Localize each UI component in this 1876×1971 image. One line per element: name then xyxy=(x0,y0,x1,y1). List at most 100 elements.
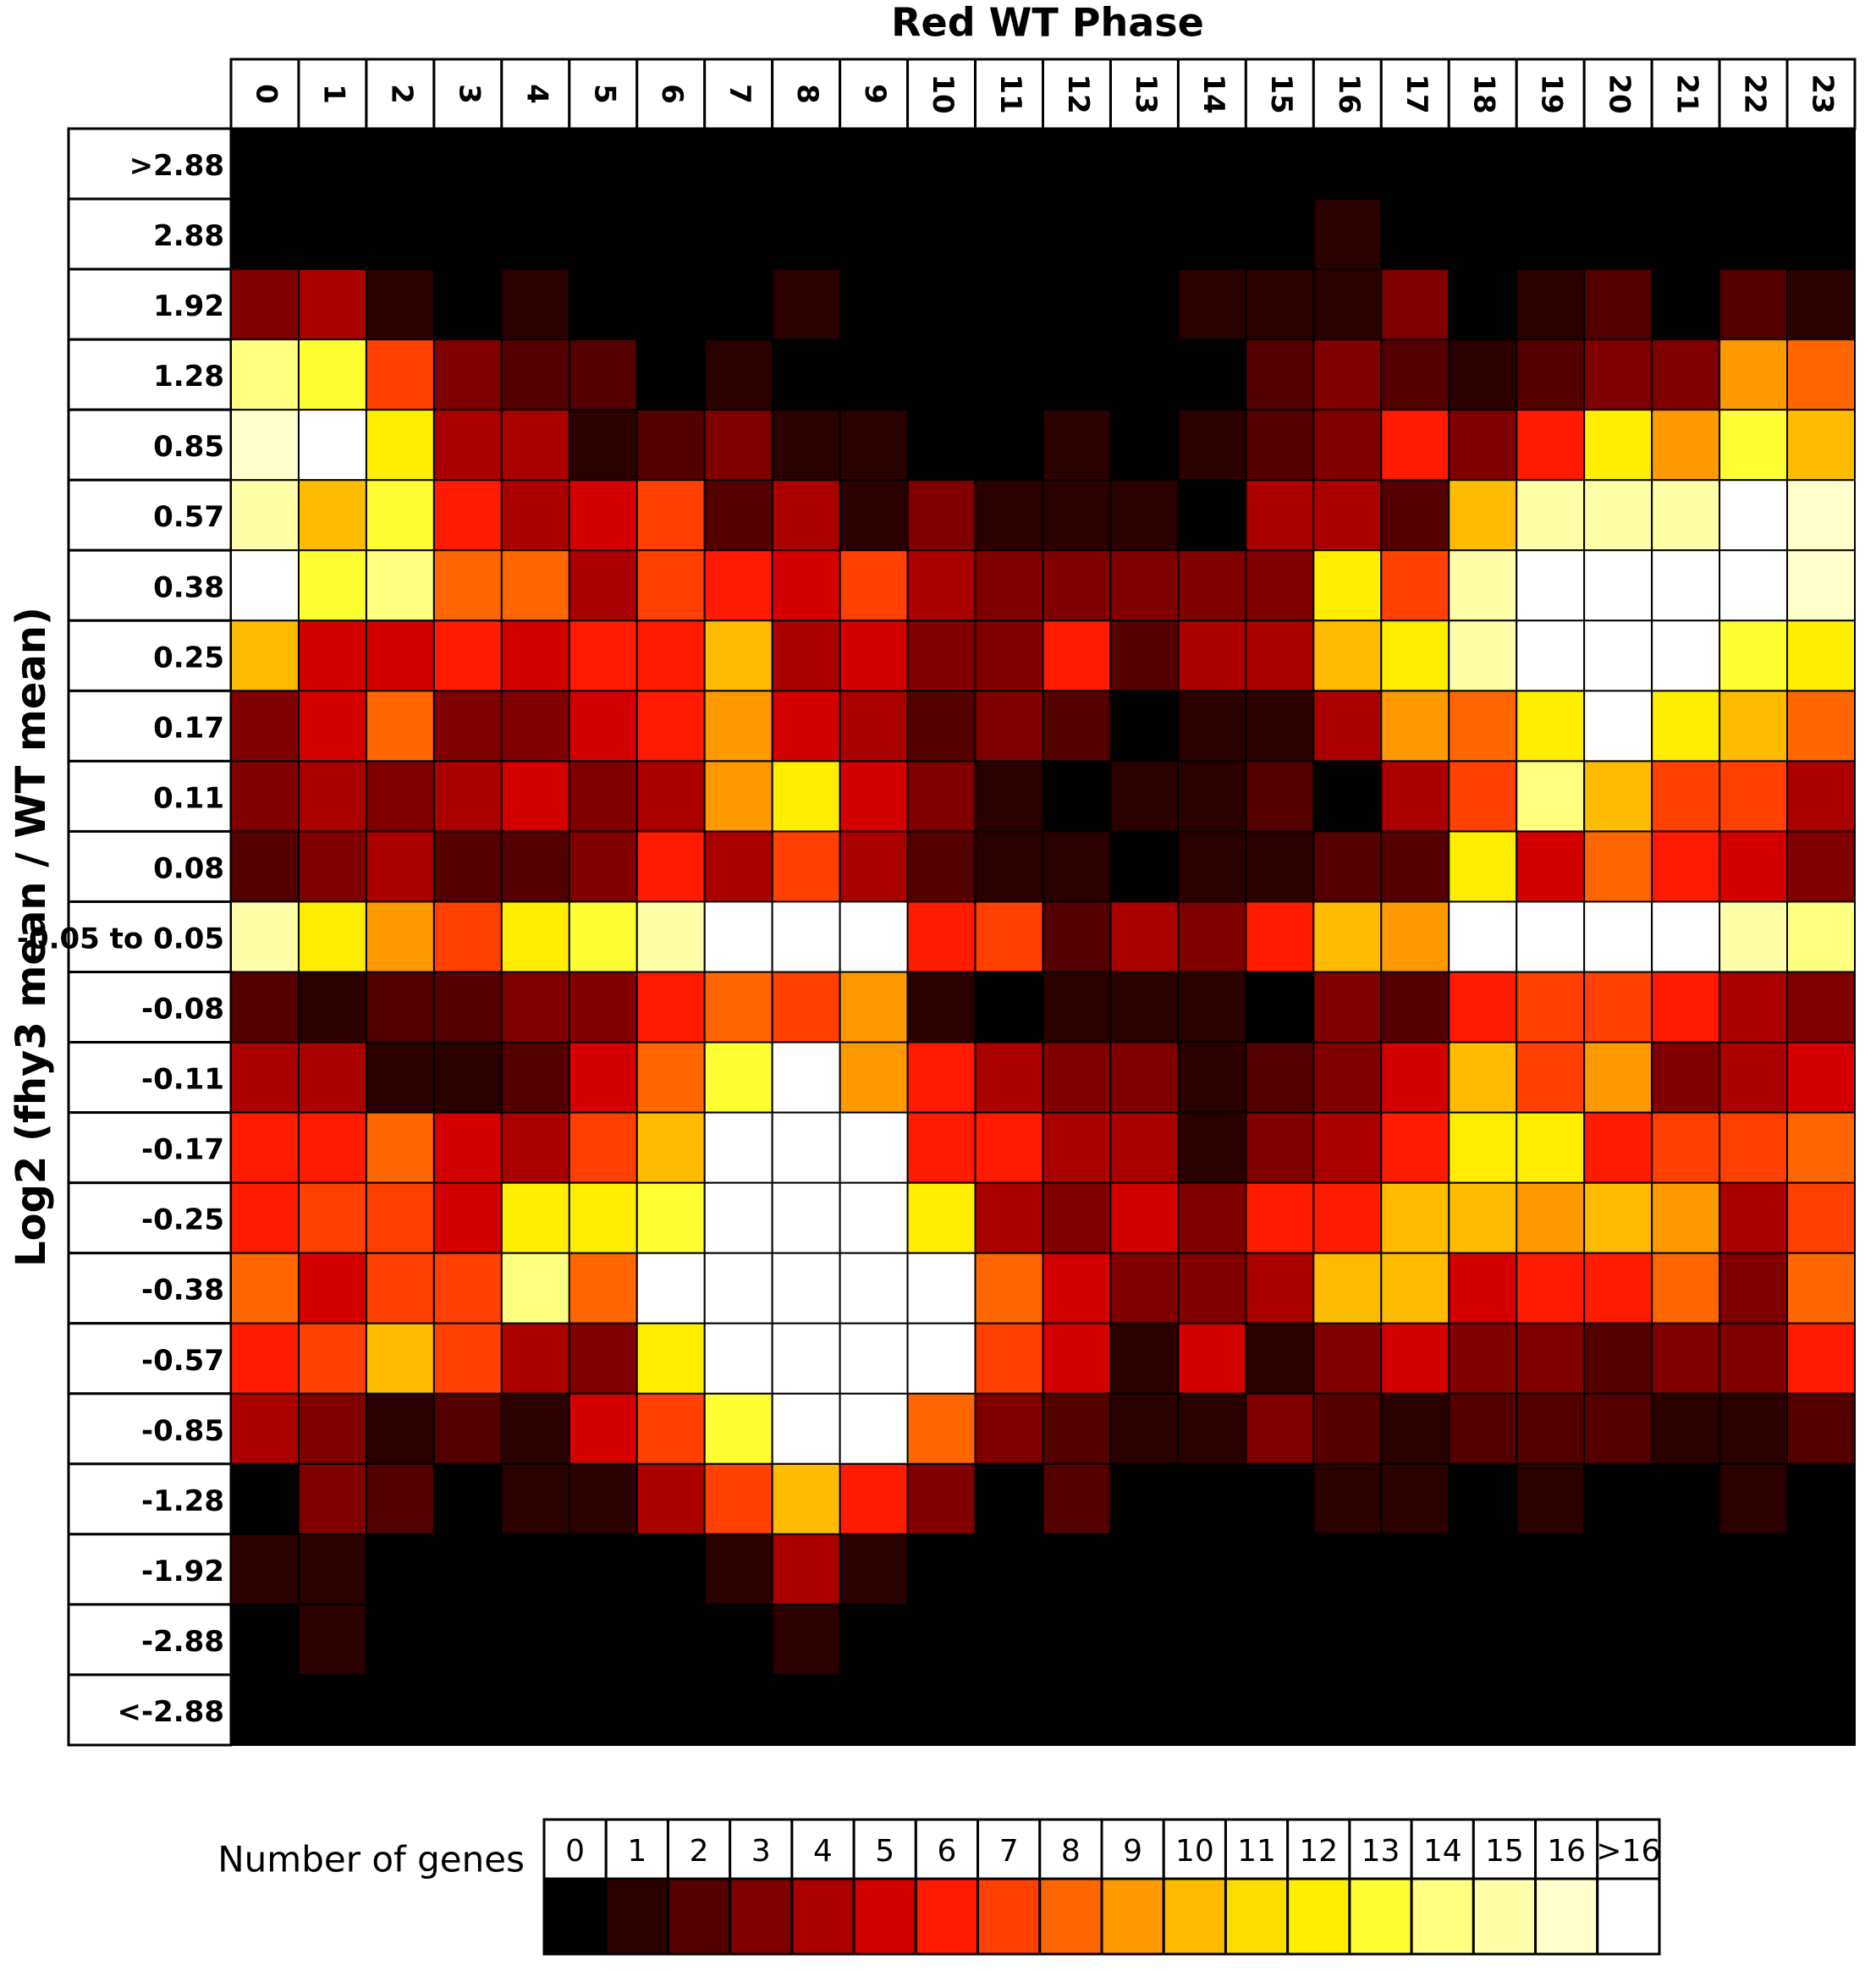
row-header-cell xyxy=(67,408,233,482)
heatmap-cell xyxy=(771,1673,841,1747)
heatmap-cell xyxy=(1177,690,1247,763)
heatmap-cell xyxy=(839,1462,909,1535)
heatmap-cell xyxy=(1042,760,1112,833)
heatmap-cell xyxy=(771,1111,841,1184)
x-tick-label: 22 xyxy=(1738,74,1772,113)
heatmap-cell xyxy=(1109,1392,1180,1465)
heatmap-cell xyxy=(1177,1181,1247,1254)
heatmap-cell xyxy=(974,971,1044,1043)
heatmap-cell xyxy=(1651,128,1721,201)
x-tick-label: 18 xyxy=(1467,74,1501,113)
heatmap-cell xyxy=(568,1603,638,1676)
heatmap-cell xyxy=(1380,409,1450,482)
heatmap-cell xyxy=(771,971,841,1043)
heatmap-cell xyxy=(230,479,300,552)
heatmap-cell xyxy=(703,1533,773,1605)
heatmap-cell xyxy=(974,409,1044,482)
y-tick-label: 1.92 xyxy=(153,289,224,323)
x-tick-label: 6 xyxy=(655,84,689,104)
heatmap-cell xyxy=(432,268,503,341)
heatmap-cell xyxy=(1651,1462,1721,1535)
x-tick-label: 10 xyxy=(926,74,960,113)
heatmap-cell xyxy=(1042,900,1112,973)
column-header-cell xyxy=(703,58,774,130)
heatmap-cell xyxy=(1312,409,1383,482)
y-tick-label: 0.08 xyxy=(153,851,224,885)
legend-label: 1 xyxy=(627,1834,646,1869)
heatmap-cell xyxy=(1245,1111,1315,1184)
y-tick-label: 0.17 xyxy=(153,711,224,745)
heatmap-cell xyxy=(1448,1603,1518,1676)
heatmap-cell xyxy=(365,198,435,271)
heatmap-cell xyxy=(365,760,435,833)
x-tick-label: 2 xyxy=(384,84,418,104)
heatmap-cell xyxy=(771,690,841,763)
y-tick-label: -0.38 xyxy=(141,1274,224,1308)
heatmap-cell xyxy=(365,1181,435,1254)
heatmap-cell xyxy=(500,690,570,763)
heatmap-cell xyxy=(1448,1041,1518,1114)
heatmap-cell xyxy=(1583,268,1653,341)
heatmap-cell xyxy=(1380,760,1450,833)
heatmap-cell xyxy=(1719,1533,1789,1605)
heatmap-cell xyxy=(635,268,706,341)
heatmap-cell xyxy=(839,830,909,903)
heatmap-cell xyxy=(1719,268,1789,341)
x-tick-label: 14 xyxy=(1197,74,1230,113)
heatmap-cell xyxy=(297,128,367,201)
heatmap-cell xyxy=(974,1462,1044,1535)
y-tick-label: 0.11 xyxy=(153,781,224,815)
column-header-cell xyxy=(1244,58,1315,130)
heatmap-cell xyxy=(500,619,570,692)
heatmap-cell xyxy=(1786,1603,1857,1676)
heatmap-cell xyxy=(432,830,503,903)
heatmap-cell xyxy=(635,1392,706,1465)
legend-label-cell xyxy=(666,1818,732,1880)
heatmap-cell xyxy=(1719,549,1789,622)
heatmap-cell xyxy=(1786,339,1857,411)
heatmap-cell xyxy=(1042,409,1112,482)
heatmap-cell xyxy=(974,830,1044,903)
heatmap-cell xyxy=(1651,1603,1721,1676)
heatmap-cell xyxy=(1448,760,1518,833)
heatmap-cell xyxy=(1583,1533,1653,1605)
x-tick-label: 12 xyxy=(1061,74,1095,113)
legend-label: 14 xyxy=(1423,1834,1462,1869)
heatmap-cell xyxy=(1448,549,1518,622)
heatmap-cell xyxy=(1177,339,1247,411)
heatmap-cell xyxy=(365,1252,435,1324)
heatmap-cell xyxy=(1380,690,1450,763)
heatmap-cell xyxy=(1177,830,1247,903)
heatmap-cell xyxy=(568,830,638,903)
heatmap-cell xyxy=(1583,339,1653,411)
heatmap-cell xyxy=(1177,1392,1247,1465)
heatmap-cell xyxy=(839,619,909,692)
heatmap-cell xyxy=(1042,1533,1112,1605)
heatmap-cell xyxy=(1448,900,1518,973)
heatmap-cell xyxy=(1109,760,1180,833)
heatmap-cell xyxy=(1786,690,1857,763)
heatmap-cell xyxy=(1786,971,1857,1043)
heatmap-cell xyxy=(230,690,300,763)
heatmap-cell xyxy=(1380,900,1450,973)
heatmap-cell xyxy=(1516,1322,1586,1395)
heatmap-cell xyxy=(432,409,503,482)
heatmap-cell xyxy=(635,1462,706,1535)
heatmap-cell xyxy=(297,549,367,622)
heatmap-cell xyxy=(432,339,503,411)
heatmap-cell xyxy=(1312,1673,1383,1747)
legend-label: 9 xyxy=(1123,1834,1142,1869)
row-header-cell xyxy=(67,1111,233,1185)
heatmap-cell xyxy=(1380,479,1450,552)
heatmap-cell xyxy=(1380,971,1450,1043)
heatmap-cell xyxy=(1651,1041,1721,1114)
heatmap-cell xyxy=(974,268,1044,341)
heatmap-cell xyxy=(974,1181,1044,1254)
heatmap-cell xyxy=(1109,1533,1180,1605)
heatmap-cell xyxy=(1719,1181,1789,1254)
heatmap-cell xyxy=(432,1181,503,1254)
heatmap-cell xyxy=(906,1111,977,1184)
heatmap-cell xyxy=(365,1603,435,1676)
heatmap-cell xyxy=(974,1252,1044,1324)
heatmap-cell xyxy=(906,1322,977,1395)
